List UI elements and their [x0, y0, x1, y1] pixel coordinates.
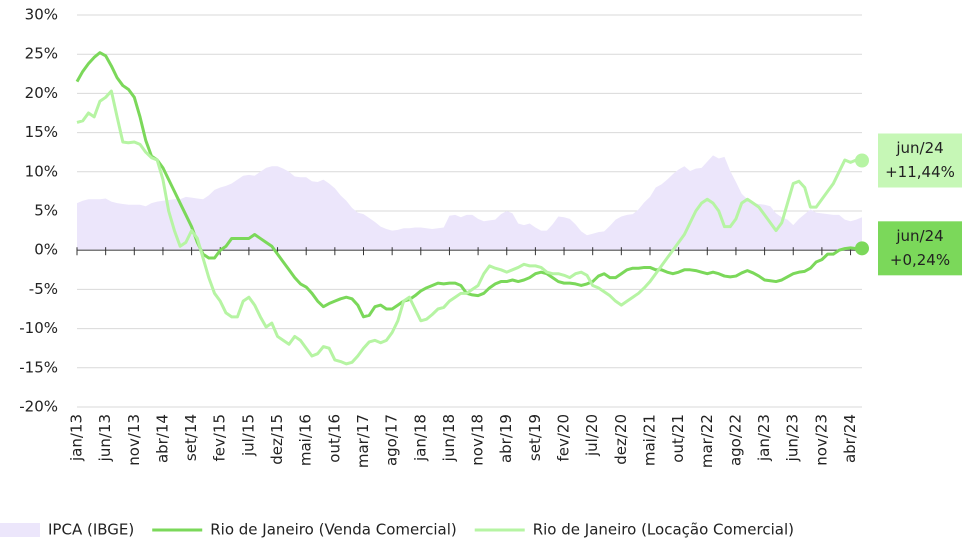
y-tick-label: 5%	[34, 202, 58, 220]
x-tick-label: set/14	[182, 414, 200, 461]
legend-label: Rio de Janeiro (Locação Comercial)	[533, 521, 794, 539]
x-tick-label: dez/15	[268, 414, 286, 465]
x-tick-label: out/21	[669, 414, 687, 463]
end-label: jun/24	[895, 227, 943, 245]
x-tick-label: mai/16	[297, 414, 315, 466]
end-point	[855, 241, 869, 256]
y-tick-label: -5%	[29, 280, 58, 298]
end-label: jun/24	[895, 139, 943, 157]
end-label: +11,44%	[885, 163, 955, 181]
x-tick-label: jun/13	[96, 414, 114, 462]
y-tick-label: -20%	[19, 398, 58, 416]
x-tick-label: nov/23	[812, 414, 830, 466]
x-tick-label: mar/17	[354, 414, 372, 468]
x-tick-label: abr/14	[153, 414, 171, 463]
x-tick-label: mar/22	[698, 414, 716, 468]
y-tick-label: -10%	[19, 319, 58, 337]
x-tick-label: nov/18	[469, 414, 487, 466]
legend-label: IPCA (IBGE)	[48, 521, 134, 539]
y-tick-label: 0%	[34, 241, 58, 259]
x-tick-label: jun/18	[440, 414, 458, 462]
x-tick-label: jan/18	[411, 414, 429, 462]
end-point	[855, 153, 869, 168]
x-tick-label: out/16	[325, 414, 343, 463]
line	[76, 89, 863, 366]
x-tick-label: abr/24	[841, 414, 859, 463]
x-tick-label: jul/15	[239, 414, 257, 457]
x-tick-label: fev/20	[555, 414, 573, 462]
x-tick-label: jan/23	[755, 414, 773, 462]
x-tick-label: mai/21	[640, 414, 658, 466]
x-tick-label: jun/23	[784, 414, 802, 462]
legend-label: Rio de Janeiro (Venda Comercial)	[210, 521, 456, 539]
y-tick-label: 25%	[25, 45, 58, 63]
x-tick-label: set/19	[526, 414, 544, 461]
x-tick-label: abr/19	[497, 414, 515, 463]
x-tick-label: jul/20	[583, 414, 601, 457]
x-tick-label: jan/13	[68, 414, 86, 462]
x-tick-label: dez/20	[612, 414, 630, 465]
y-tick-label: 20%	[25, 84, 58, 102]
x-tick-label: ago/22	[726, 414, 744, 466]
y-tick-label: -15%	[19, 358, 58, 376]
end-label: +0,24%	[890, 251, 950, 269]
y-tick-label: 15%	[25, 123, 58, 141]
end-label-box	[878, 133, 962, 188]
area	[77, 155, 862, 251]
x-tick-label: ago/17	[383, 414, 401, 466]
end-label-box	[878, 221, 962, 276]
line	[75, 51, 863, 319]
legend-swatch	[0, 523, 40, 537]
y-tick-label: 10%	[25, 162, 58, 180]
x-tick-label: fev/15	[211, 414, 229, 462]
x-tick-label: nov/13	[125, 414, 143, 466]
y-tick-label: 30%	[25, 6, 58, 24]
